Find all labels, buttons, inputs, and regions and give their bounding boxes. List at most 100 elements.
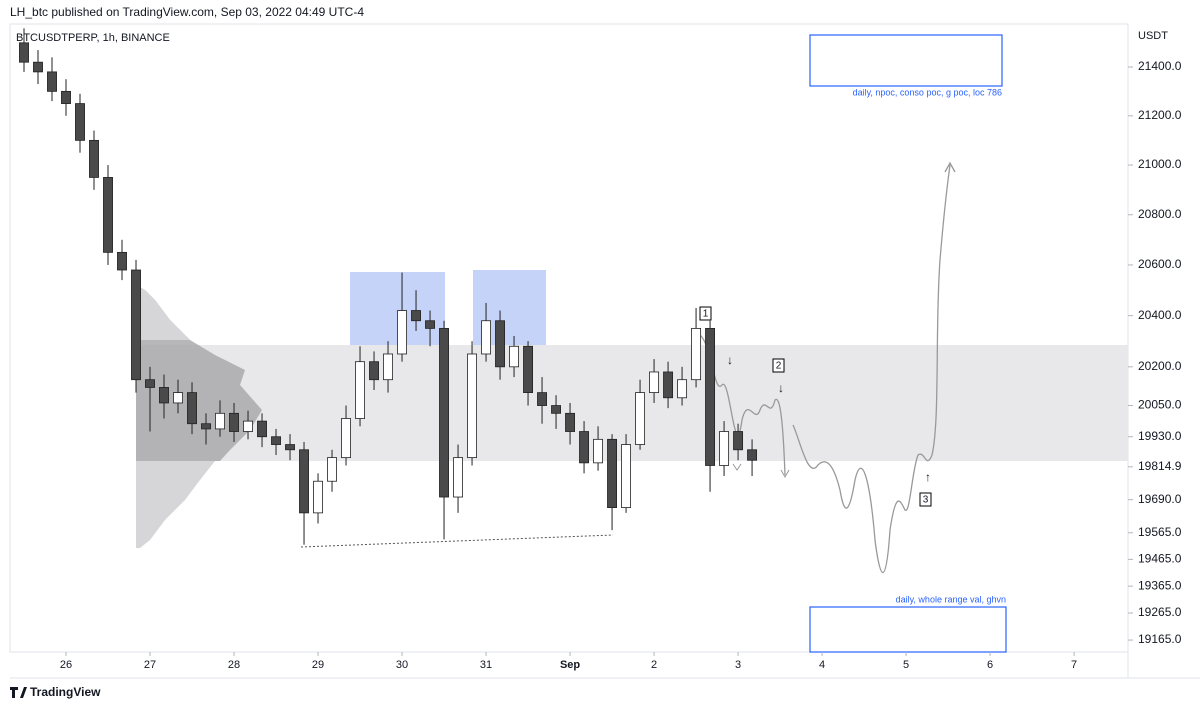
- annotation: 1: [703, 309, 709, 320]
- candle-body: [201, 423, 211, 430]
- footer[interactable]: TradingView: [30, 685, 101, 699]
- candle-body: [607, 438, 618, 508]
- candle-body: [649, 371, 660, 394]
- candle-body: [33, 61, 43, 73]
- candle-body: [103, 177, 113, 253]
- candle-body: [285, 444, 295, 451]
- arrow-mark: ↓: [778, 381, 784, 395]
- candle-body: [439, 327, 449, 498]
- y-tick-label: 20050.0: [1138, 398, 1182, 412]
- trend-line: [300, 534, 614, 548]
- label-box: [772, 358, 785, 373]
- candle-body: [523, 345, 533, 394]
- candle-body: [509, 345, 519, 368]
- candle-body: [747, 449, 758, 461]
- candle-body: [691, 327, 702, 381]
- label-box: [919, 492, 932, 507]
- candle-body: [61, 90, 71, 104]
- candle-body: [229, 412, 239, 432]
- candle-body: [313, 480, 323, 514]
- candle-body: [579, 431, 590, 464]
- x-tick-label: 7: [1071, 659, 1077, 671]
- annotation: daily, npoc, conso poc, g poc, loc 786: [853, 87, 1002, 97]
- y-tick-label: 21200.0: [1138, 108, 1182, 122]
- candle-body: [719, 431, 730, 466]
- x-tick-label: 4: [819, 659, 825, 671]
- y-tick-label: 19814.9: [1138, 459, 1182, 473]
- candle-body: [299, 449, 309, 514]
- candle-body: [369, 361, 379, 381]
- candle-body: [383, 353, 393, 381]
- arrow-head: [732, 463, 742, 471]
- publisher: LH_btc published on TradingView.com, Sep…: [10, 5, 364, 19]
- candle-body: [257, 420, 267, 438]
- candle-body: [411, 310, 421, 322]
- annotation: 3: [923, 495, 929, 506]
- y-tick-label: 19165.0: [1138, 632, 1182, 646]
- candle-body: [635, 392, 646, 445]
- volume-profile-high: [136, 285, 190, 340]
- candle-body: [551, 405, 561, 414]
- y-tick-label: 20400.0: [1138, 308, 1182, 322]
- x-tick-label: 26: [60, 659, 72, 671]
- x-tick-label: 29: [312, 659, 324, 671]
- candle-body: [271, 436, 281, 445]
- annotation: 2: [776, 361, 782, 372]
- x-tick-label: 6: [987, 659, 993, 671]
- y-tick-label: 19930.0: [1138, 429, 1182, 443]
- x-tick-label: 30: [396, 659, 408, 671]
- candle-body: [663, 371, 674, 399]
- y-tick-label: 19265.0: [1138, 605, 1182, 619]
- candle-body: [75, 103, 85, 141]
- x-tick-label: 27: [144, 659, 156, 671]
- candle-body: [397, 310, 407, 355]
- label-box: [699, 306, 712, 321]
- x-tick-label: 3: [735, 659, 741, 671]
- candle-body: [481, 320, 491, 355]
- candle-body: [117, 251, 127, 271]
- candle-body: [467, 353, 477, 459]
- target-box: [809, 34, 1003, 87]
- y-tick-label: 19565.0: [1138, 525, 1182, 539]
- y-tick-label: 19690.0: [1138, 492, 1182, 506]
- candle-body: [19, 42, 29, 63]
- volume-profile-low: [136, 461, 215, 548]
- candle-body: [453, 457, 463, 498]
- candle-body: [215, 412, 225, 430]
- candle-body: [145, 379, 155, 388]
- y-tick-label: 20800.0: [1138, 207, 1182, 221]
- candle-body: [131, 269, 141, 381]
- candle-body: [243, 420, 253, 432]
- candle-body: [495, 320, 505, 368]
- candle-body: [327, 457, 337, 482]
- candle-body: [187, 392, 197, 425]
- range-zone: [136, 345, 1128, 461]
- candle-body: [355, 361, 365, 419]
- candle-body: [733, 431, 744, 451]
- arrow-mark: ↑: [925, 470, 931, 484]
- annotation: daily, whole range val, ghvn: [896, 594, 1006, 604]
- target-box: [809, 606, 1007, 653]
- candle-body: [565, 412, 576, 432]
- symbol: BTCUSDTPERP, 1h, BINANCE: [16, 32, 170, 44]
- tv-logo: [10, 687, 27, 698]
- y-tick-label: 21000.0: [1138, 157, 1182, 171]
- x-tick-label: 31: [480, 659, 492, 671]
- candle-body: [593, 438, 604, 464]
- y-tick-label: 19465.0: [1138, 552, 1182, 566]
- x-tick-label: Sep: [560, 659, 580, 671]
- y-tick-label: 19365.0: [1138, 578, 1182, 592]
- candle-body: [537, 392, 547, 406]
- candle-body: [425, 320, 435, 329]
- y-tick-label: 20600.0: [1138, 257, 1182, 271]
- x-tick-label: 5: [903, 659, 909, 671]
- x-tick-label: 2: [651, 659, 657, 671]
- candle-body: [173, 392, 183, 404]
- candle-body: [159, 387, 169, 404]
- x-tick-label: 28: [228, 659, 240, 671]
- candle-body: [47, 71, 57, 92]
- currency: USDT: [1138, 30, 1168, 42]
- candle-body: [705, 327, 716, 466]
- y-tick-label: 21400.0: [1138, 59, 1182, 73]
